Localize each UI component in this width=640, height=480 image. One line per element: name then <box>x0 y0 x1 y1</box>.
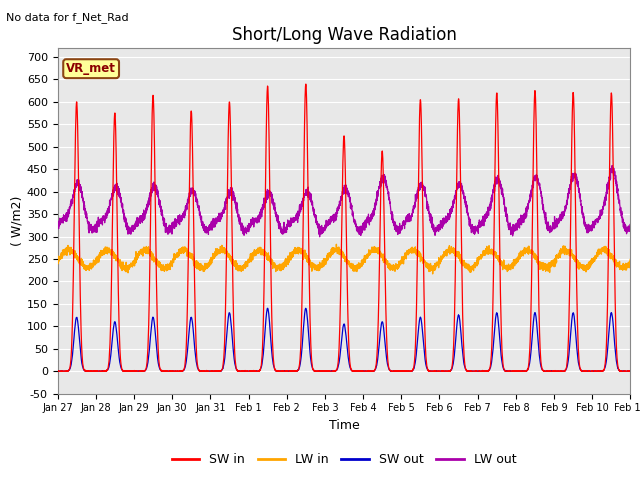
Y-axis label: ( W/m2): ( W/m2) <box>11 196 24 246</box>
Legend: SW in, LW in, SW out, LW out: SW in, LW in, SW out, LW out <box>167 448 521 471</box>
Text: No data for f_Net_Rad: No data for f_Net_Rad <box>6 12 129 23</box>
X-axis label: Time: Time <box>328 419 360 432</box>
Text: VR_met: VR_met <box>66 62 116 75</box>
Title: Short/Long Wave Radiation: Short/Long Wave Radiation <box>232 25 456 44</box>
